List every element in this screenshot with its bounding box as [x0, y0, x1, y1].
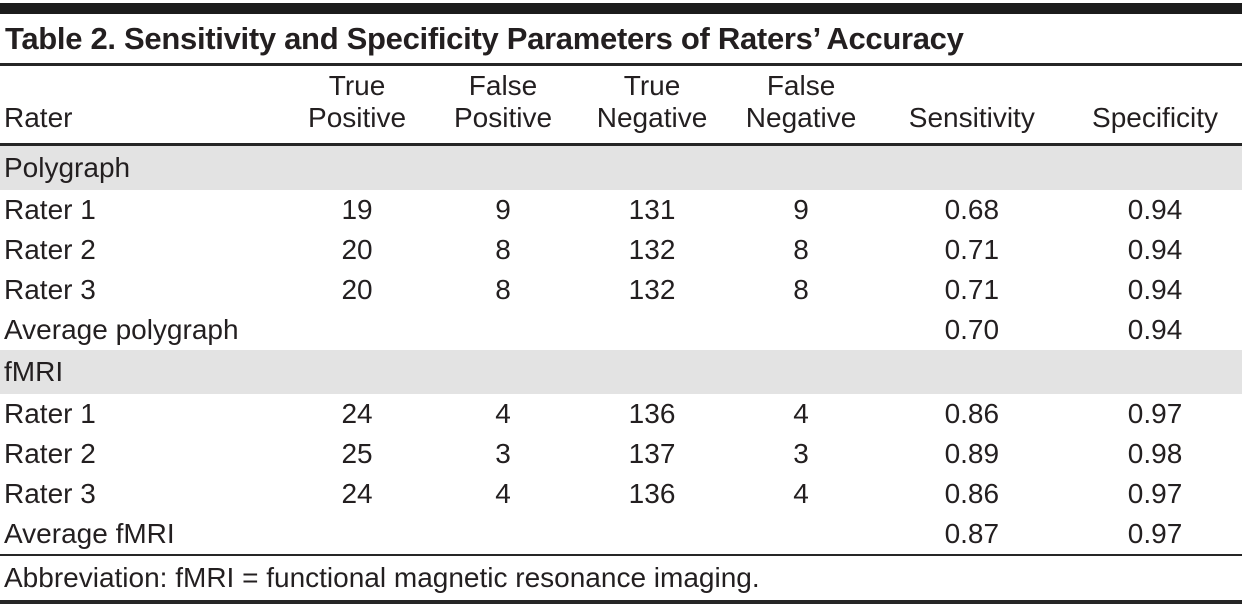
column-header-true-positive: True Positive [285, 66, 429, 146]
cell-specificity: 0.97 [1127, 478, 1183, 509]
section-header-polygraph: Polygraph [0, 144, 1242, 190]
table-row-average: Average fMRI 0.87 0.97 [0, 514, 1242, 554]
cell-false-negative [727, 514, 876, 554]
column-header-rater: Rater [0, 66, 286, 146]
cell-true-positive: 20 [341, 274, 373, 305]
cell-sensitivity: 0.89 [944, 438, 1000, 469]
cell-true-negative: 137 [628, 438, 676, 469]
table-row: Rater 2 20 8 132 8 0.71 0.94 [0, 230, 1242, 270]
cell-false-negative: 3 [793, 438, 809, 469]
column-header-specificity: Specificity [1068, 66, 1242, 146]
cell-rater: Rater 1 [4, 398, 96, 429]
section-header-fmri: fMRI [0, 350, 1242, 394]
cell-false-positive [428, 514, 577, 554]
column-header-sensitivity: Sensitivity [875, 66, 1069, 146]
cell-sensitivity: 0.86 [944, 398, 1000, 429]
cell-specificity: 0.94 [1127, 194, 1183, 225]
cell-specificity: 0.97 [1127, 398, 1183, 429]
cell-true-positive [286, 310, 429, 350]
table-row: Rater 2 25 3 137 3 0.89 0.98 [0, 434, 1242, 474]
cell-rater: Rater 2 [4, 438, 96, 469]
column-header-false-positive: False Positive [428, 66, 578, 146]
cell-rater: Rater 2 [4, 234, 96, 265]
cell-false-negative: 4 [793, 398, 809, 429]
cell-true-negative: 131 [628, 194, 676, 225]
cell-specificity: 0.97 [1127, 518, 1183, 549]
section-row-fmri: fMRI [0, 350, 1242, 394]
cell-specificity: 0.98 [1127, 438, 1183, 469]
cell-false-positive: 4 [495, 398, 511, 429]
cell-true-negative: 132 [628, 234, 676, 265]
cell-false-positive [428, 310, 577, 350]
header-row: Rater True Positive False Positive True … [0, 66, 1242, 146]
cell-false-negative: 9 [793, 194, 809, 225]
cell-sensitivity: 0.70 [944, 314, 1000, 345]
cell-false-positive: 9 [495, 194, 511, 225]
table-header: Rater True Positive False Positive True … [0, 66, 1242, 146]
cell-sensitivity: 0.87 [944, 518, 1000, 549]
table-row: Rater 1 19 9 131 9 0.68 0.94 [0, 190, 1242, 230]
cell-true-positive [286, 514, 429, 554]
cell-rater: Rater 1 [4, 194, 96, 225]
cell-true-positive: 24 [341, 398, 373, 429]
column-header-false-negative: False Negative [726, 66, 876, 146]
table-row: Rater 1 24 4 136 4 0.86 0.97 [0, 394, 1242, 434]
cell-sensitivity: 0.86 [944, 478, 1000, 509]
cell-rater: Average fMRI [4, 518, 175, 549]
cell-false-negative: 8 [793, 274, 809, 305]
table-row: Rater 3 24 4 136 4 0.86 0.97 [0, 474, 1242, 514]
cell-sensitivity: 0.71 [944, 234, 1000, 265]
cell-true-negative [578, 310, 727, 350]
cell-specificity: 0.94 [1127, 274, 1183, 305]
column-header-true-negative: True Negative [577, 66, 727, 146]
cell-true-negative [578, 514, 727, 554]
cell-false-positive: 4 [495, 478, 511, 509]
cell-true-positive: 25 [341, 438, 373, 469]
cell-specificity: 0.94 [1127, 234, 1183, 265]
cell-true-negative: 136 [628, 478, 676, 509]
table-body: Polygraph Rater 1 19 9 131 9 0.68 0.94 R… [0, 144, 1242, 555]
cell-true-positive: 20 [341, 234, 373, 265]
cell-true-positive: 24 [341, 478, 373, 509]
cell-true-negative: 132 [628, 274, 676, 305]
cell-rater: Rater 3 [4, 478, 96, 509]
table-row-average: Average polygraph 0.70 0.94 [0, 310, 1242, 350]
cell-false-positive: 8 [495, 234, 511, 265]
cell-false-negative: 8 [793, 234, 809, 265]
cell-false-positive: 8 [495, 274, 511, 305]
table-footnote: Abbreviation: fMRI = functional magnetic… [0, 554, 1242, 604]
section-row-polygraph: Polygraph [0, 144, 1242, 190]
cell-sensitivity: 0.68 [944, 194, 1000, 225]
table-figure: Table 2. Sensitivity and Specificity Par… [0, 3, 1242, 604]
top-rule [0, 3, 1242, 14]
cell-false-negative [727, 310, 876, 350]
cell-false-negative: 4 [793, 478, 809, 509]
cell-sensitivity: 0.71 [944, 274, 1000, 305]
data-table: Rater True Positive False Positive True … [0, 66, 1242, 554]
table-title: Table 2. Sensitivity and Specificity Par… [0, 14, 1242, 66]
cell-specificity: 0.94 [1127, 314, 1183, 345]
table-row: Rater 3 20 8 132 8 0.71 0.94 [0, 270, 1242, 310]
cell-true-positive: 19 [341, 194, 373, 225]
cell-rater: Average polygraph [4, 314, 239, 345]
cell-false-positive: 3 [495, 438, 511, 469]
cell-true-negative: 136 [628, 398, 676, 429]
cell-rater: Rater 3 [4, 274, 96, 305]
